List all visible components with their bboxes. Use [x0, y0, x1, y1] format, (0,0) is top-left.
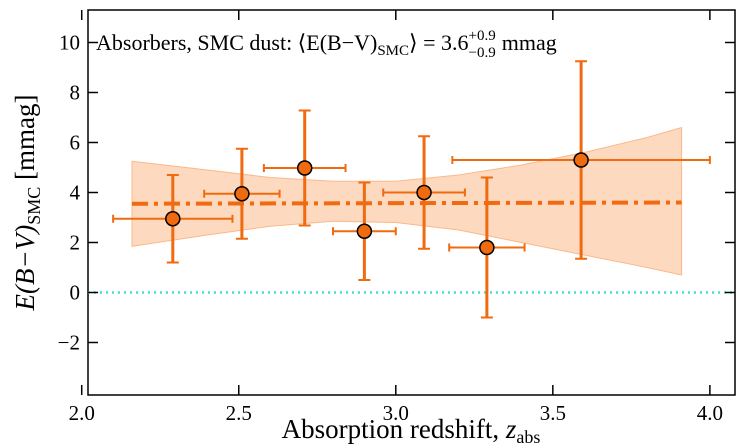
y-label-text: [mmag] — [10, 95, 40, 187]
confidence-band — [131, 126, 683, 276]
data-point — [234, 186, 250, 202]
annotation-text: mmag — [502, 30, 557, 55]
annotation-subscript: SMC — [377, 43, 409, 59]
x-tick-label: 2.0 — [69, 401, 95, 425]
plot-frame — [87, 9, 736, 396]
x-tick-label: 4.0 — [697, 401, 723, 425]
annotation-subscript: −0.9 — [469, 45, 496, 61]
annotation-superscript: +0.9 — [469, 28, 496, 44]
y-tick-label: 2 — [70, 231, 81, 255]
y-tick-label: −2 — [58, 331, 80, 355]
x-tick-label: 3.5 — [540, 401, 566, 425]
x-label-text: Absorption redshift, — [282, 414, 506, 444]
data-point — [356, 223, 373, 239]
annotation-text: Absorbers, SMC dust: ⟨E(B−V) — [96, 30, 377, 55]
data-point — [165, 211, 181, 227]
annotation: Absorbers, SMC dust: ⟨E(B−V)SMC⟩ = 3.6+0… — [96, 28, 557, 61]
mean-line — [131, 200, 682, 206]
data-point — [296, 160, 313, 176]
y-tick-label: 4 — [70, 181, 81, 205]
x-tick-label: 2.5 — [226, 401, 252, 425]
x-axis-label: Absorption redshift, zabs — [282, 414, 541, 445]
y-tick-label: 6 — [70, 131, 81, 155]
x-tick-label: 3.0 — [383, 401, 409, 425]
x-label-text: z — [505, 414, 517, 444]
y-tick-label: 0 — [70, 281, 81, 305]
data-point — [573, 152, 589, 168]
data-point — [479, 239, 495, 256]
annotation-text: ⟩ = 3.6 — [409, 30, 469, 55]
y-tick-label: 8 — [70, 81, 81, 105]
y-tick-label: 10 — [59, 31, 80, 55]
x-label-subscript: abs — [516, 427, 540, 445]
y-label-subscript: SMC — [24, 187, 44, 225]
y-label-text: E(B−V) — [10, 225, 40, 312]
y-axis-label: E(B−V)SMC [mmag] — [10, 95, 44, 312]
data-point — [416, 184, 432, 201]
